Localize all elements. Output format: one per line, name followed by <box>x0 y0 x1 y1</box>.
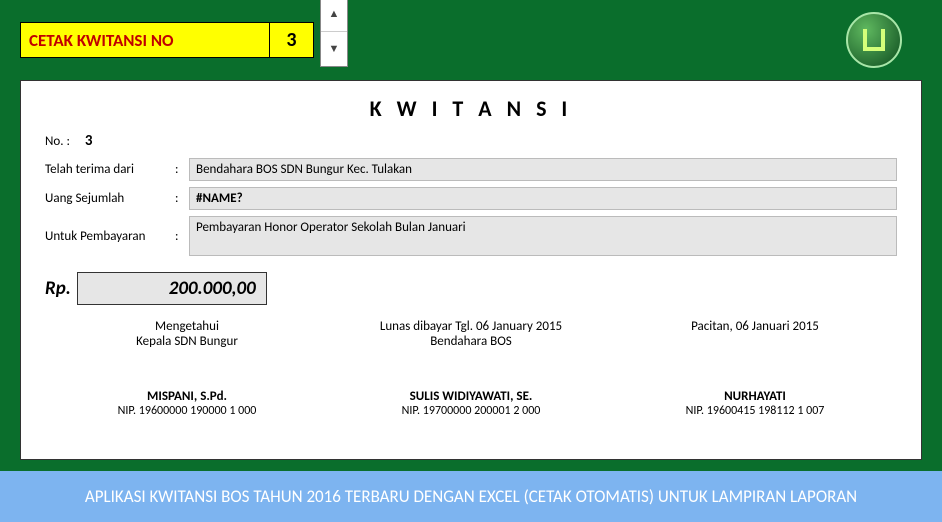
terima-value: Bendahara BOS SDN Bungur Kec. Tulakan <box>189 158 897 181</box>
app-background: CETAK KWITANSI NO 3 ▲ ▼ K W I T A N S I … <box>0 0 942 471</box>
rp-label: Rp. <box>45 277 71 300</box>
cetak-label: CETAK KWITANSI NO <box>20 22 270 58</box>
receipt-panel: K W I T A N S I No. : 3 Telah terima dar… <box>20 80 922 460</box>
spinner-down-icon[interactable]: ▼ <box>321 32 347 67</box>
logo-circle <box>846 12 902 68</box>
sig-left-name: MISPANI, S.Pd. NIP. 19600000 190000 1 00… <box>45 389 329 418</box>
sig-right-name: NURHAYATI NIP. 19600415 198112 1 007 <box>613 389 897 418</box>
receipt-no: No. : 3 <box>45 132 897 150</box>
footer-banner: APLIKASI KWITANSI BOS TAHUN 2016 TERBARU… <box>0 471 942 522</box>
spinner-up-icon[interactable]: ▲ <box>321 0 347 32</box>
amount-box: 200.000,00 <box>77 272 267 305</box>
untuk-value: Pembayaran Honor Operator Sekolah Bulan … <box>189 216 897 256</box>
sig-mid-name: SULIS WIDIYAWATI, SE. NIP. 19700000 2000… <box>329 389 613 418</box>
cetak-box: CETAK KWITANSI NO 3 <box>20 22 314 58</box>
cetak-number[interactable]: 3 <box>270 22 314 58</box>
logo-icon <box>863 29 885 51</box>
number-spinner[interactable]: ▲ ▼ <box>320 0 348 67</box>
top-controls: CETAK KWITANSI NO 3 ▲ ▼ <box>20 12 922 68</box>
signature-headers: Mengetahui Kepala SDN Bungur Lunas dibay… <box>45 319 897 349</box>
terima-label: Telah terima dari <box>45 162 175 177</box>
logo[interactable] <box>846 12 902 68</box>
signature-names: MISPANI, S.Pd. NIP. 19600000 190000 1 00… <box>45 389 897 418</box>
receipt-title: K W I T A N S I <box>45 95 897 122</box>
sig-mid-head: Lunas dibayar Tgl. 06 January 2015 Benda… <box>329 319 613 349</box>
uang-label: Uang Sejumlah <box>45 191 175 206</box>
untuk-label: Untuk Pembayaran <box>45 229 175 244</box>
no-value: 3 <box>85 132 93 150</box>
no-label: No. : <box>45 134 70 149</box>
row-terima: Telah terima dari : Bendahara BOS SDN Bu… <box>45 158 897 181</box>
uang-value: #NAME? <box>189 187 897 210</box>
row-uang: Uang Sejumlah : #NAME? <box>45 187 897 210</box>
amount-row: Rp. 200.000,00 <box>45 272 897 305</box>
row-untuk: Untuk Pembayaran : Pembayaran Honor Oper… <box>45 216 897 256</box>
sig-right-head: Pacitan, 06 Januari 2015 <box>613 319 897 349</box>
sig-left-head: Mengetahui Kepala SDN Bungur <box>45 319 329 349</box>
